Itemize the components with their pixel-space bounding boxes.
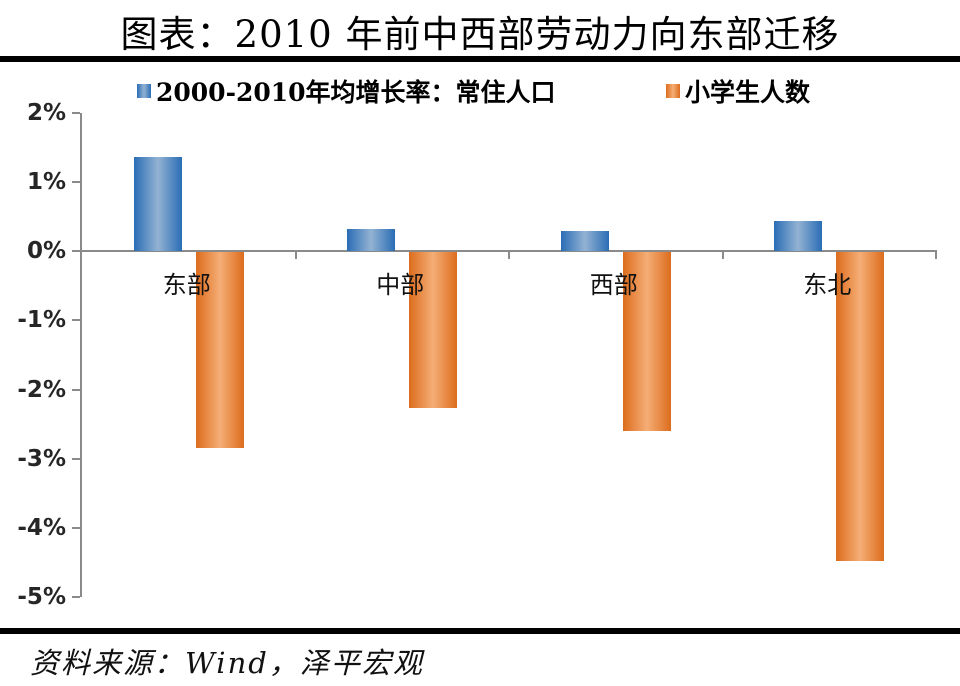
x-tick-mark xyxy=(721,251,724,260)
bottom-divider-rule xyxy=(0,628,960,634)
x-tick-mark xyxy=(294,251,297,260)
bar-primary-students-central xyxy=(409,252,458,408)
legend-label-primary-students: 小学生人数 xyxy=(685,78,811,107)
y-tick-label: -4% xyxy=(17,514,66,541)
chart-title: 图表：2010 年前中西部劳动力向东部迁移 xyxy=(120,13,840,56)
y-tick-mark xyxy=(72,596,80,598)
bar-resident-population-west xyxy=(560,230,609,252)
bar-primary-students-east xyxy=(195,252,244,448)
y-tick-mark xyxy=(72,250,80,253)
category-label-central: 中部 xyxy=(376,271,425,300)
y-tick-mark xyxy=(72,457,80,460)
source-note: 资料来源：Wind，泽平宏观 xyxy=(30,646,424,680)
legend: 2000-2010年均增长率：常住人口 小学生人数 xyxy=(0,76,960,107)
bar-resident-population-northeast xyxy=(774,220,823,252)
x-tick-mark xyxy=(508,251,510,260)
y-tick-mark xyxy=(72,526,80,529)
bar-primary-students-northeast xyxy=(836,252,885,562)
legend-swatch-resident-population xyxy=(137,84,151,98)
y-tick-label: -1% xyxy=(17,307,66,334)
title-divider-rule xyxy=(0,56,960,62)
y-tick-label: 0% xyxy=(26,238,66,265)
y-tick-label: -5% xyxy=(17,584,66,610)
bar-resident-population-east xyxy=(133,156,182,252)
category-label-west: 西部 xyxy=(589,271,638,300)
bar-resident-population-central xyxy=(347,229,396,252)
y-tick-label: 1% xyxy=(26,169,66,196)
y-axis xyxy=(80,113,82,597)
y-tick-mark xyxy=(72,319,80,322)
y-tick-label: 2% xyxy=(26,100,66,126)
y-tick-mark xyxy=(72,112,80,114)
x-tick-mark xyxy=(935,251,937,260)
y-tick-label: -3% xyxy=(17,445,66,472)
legend-item-resident-population: 2000-2010年均增长率：常住人口 xyxy=(137,76,556,107)
y-tick-label: -2% xyxy=(17,376,66,403)
bar-primary-students-west xyxy=(622,252,671,431)
category-label-northeast: 东北 xyxy=(803,271,852,300)
legend-label-resident-population: 2000-2010年均增长率：常住人口 xyxy=(156,78,556,107)
category-label-east: 东部 xyxy=(162,271,211,300)
y-tick-mark xyxy=(72,181,80,184)
y-tick-mark xyxy=(72,388,80,391)
legend-item-primary-students: 小学生人数 xyxy=(666,76,811,107)
legend-swatch-primary-students xyxy=(666,84,680,98)
